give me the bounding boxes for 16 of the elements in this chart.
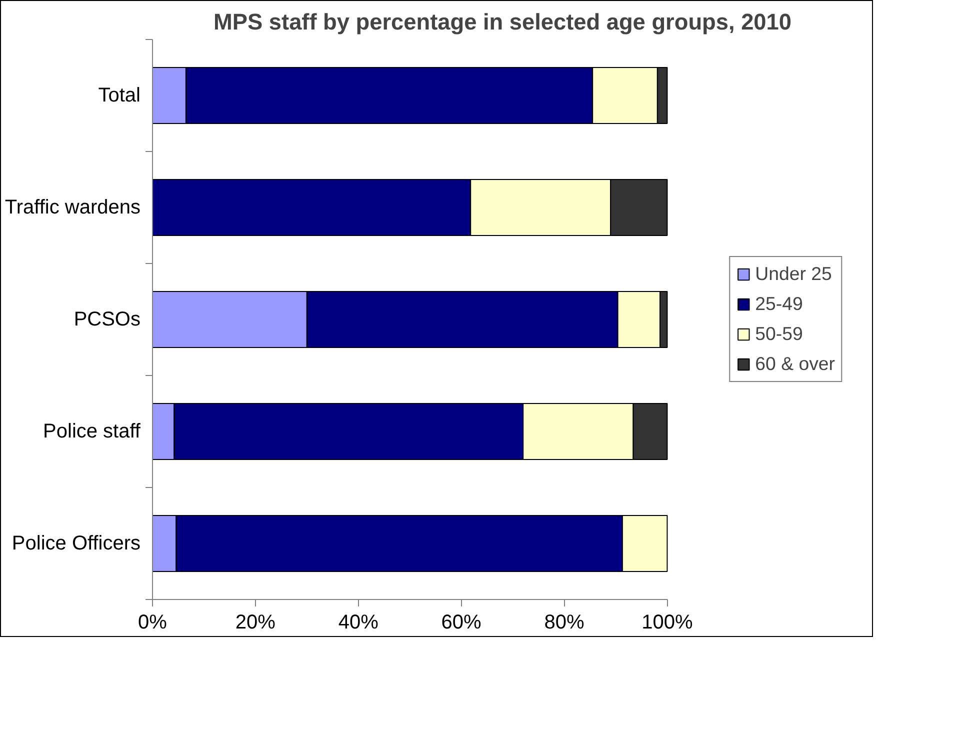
x-tick-label: 20% bbox=[235, 612, 276, 634]
x-tick-label: 80% bbox=[544, 612, 584, 634]
chart-title: MPS staff by percentage in selected age groups, 2010 bbox=[214, 8, 792, 34]
legend-label: Under 25 bbox=[755, 263, 832, 285]
y-tick-label: Police staff bbox=[43, 420, 141, 442]
x-tick-label: 0% bbox=[138, 612, 168, 634]
y-tick-label: Police Officers bbox=[12, 532, 141, 554]
legend-label: 60 & over bbox=[755, 353, 835, 375]
legend-label: 25-49 bbox=[755, 293, 803, 315]
y-tick-label: PCSOs bbox=[74, 308, 141, 330]
legend-label: 50-59 bbox=[755, 323, 803, 345]
y-tick-label: Total bbox=[98, 84, 141, 106]
y-tick-label: Traffic wardens bbox=[4, 196, 141, 218]
x-tick-label: 40% bbox=[338, 612, 379, 634]
x-tick-label: 100% bbox=[642, 612, 693, 634]
x-tick-label: 60% bbox=[441, 612, 482, 634]
